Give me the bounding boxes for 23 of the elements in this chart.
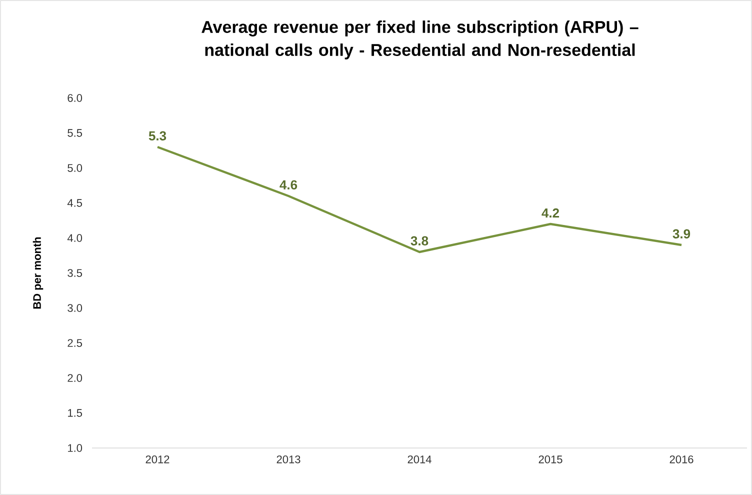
y-tick-label: 4.5 bbox=[67, 199, 82, 207]
y-tick-label: 3.0 bbox=[68, 304, 82, 312]
y-tick-label: 2.0 bbox=[68, 374, 82, 382]
y-tick-label: 3.5 bbox=[68, 269, 82, 277]
y-tick-label: 1.5 bbox=[68, 409, 82, 417]
y-tick-label: 6.0 bbox=[68, 94, 82, 102]
data-label: 3.9 bbox=[672, 229, 690, 238]
y-tick-label: 5.5 bbox=[68, 129, 82, 137]
data-label: 4.6 bbox=[280, 180, 298, 190]
data-label: 3.8 bbox=[410, 236, 428, 246]
x-tick-label: 2016 bbox=[670, 456, 694, 464]
chart-title: Average revenue per fixed line subscription (ARPU) – national calls only - Resedential and Non-resedential bbox=[202, 20, 638, 60]
data-label: 5.3 bbox=[148, 131, 166, 140]
x-tick-label: 2012 bbox=[146, 456, 170, 464]
y-tick-label: 1.0 bbox=[68, 444, 82, 452]
y-axis-title: BD per month bbox=[32, 237, 44, 309]
x-tick-label: 2013 bbox=[276, 456, 300, 464]
data-label: 4.2 bbox=[542, 208, 560, 218]
x-tick-label: 2015 bbox=[538, 456, 562, 464]
y-tick-label: 5.0 bbox=[68, 164, 82, 172]
x-tick-label: 2014 bbox=[408, 456, 432, 464]
y-tick-label: 4.0 bbox=[67, 234, 82, 242]
y-tick-label: 2.5 bbox=[68, 339, 82, 347]
